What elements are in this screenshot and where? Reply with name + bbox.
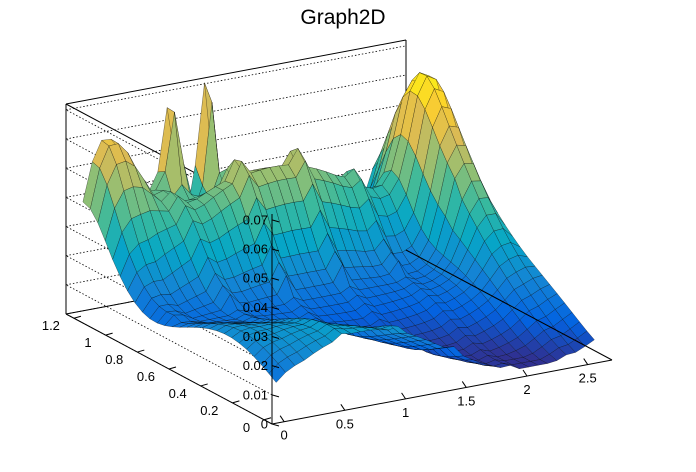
y-tick-label: 0 [243, 420, 250, 435]
z-tick-label: 0.02 [243, 358, 268, 373]
y-axis-tick [137, 349, 145, 353]
z-axis-tick [271, 248, 280, 252]
gridline-left-wall [65, 284, 273, 396]
y-tick-label: 0.4 [169, 386, 187, 401]
x-tick-label: 1 [402, 405, 409, 420]
surface-cell [577, 330, 595, 347]
x-tick-label: 2 [523, 382, 530, 397]
y-axis: 0 0.2 0.4 0.6 0.8 1 1.2 [42, 315, 272, 435]
z-tick-label: 0 [261, 417, 268, 432]
surface-mesh [82, 72, 595, 383]
back-edge [65, 39, 407, 105]
y-axis-tick [263, 417, 272, 421]
z-axis-tick [271, 394, 280, 398]
y-tick-label: 0.2 [200, 403, 218, 418]
y-axis-tick [73, 315, 82, 319]
z-tick-label: 0.05 [243, 271, 268, 286]
z-axis-tick [271, 277, 280, 281]
chart-title: Graph2D [300, 6, 385, 29]
z-axis-tick [271, 365, 280, 369]
x-tick-label: 0 [281, 428, 288, 443]
gridline-back-wall [65, 74, 407, 140]
x-axis-tick [401, 392, 406, 400]
y-tick-label: 0.8 [105, 352, 123, 367]
z-tick-label: 0.03 [243, 329, 268, 344]
x-axis-tick [522, 369, 528, 377]
x-axis-tick [340, 404, 346, 411]
z-axis: 0 0.01 0.02 0.03 0.04 0.05 0.06 0.07 [243, 212, 280, 432]
z-tick-label: 0.04 [243, 300, 268, 315]
x-tick-label: 2.5 [579, 371, 597, 386]
y-axis-tick [232, 400, 240, 404]
gridline-back-wall [65, 45, 407, 111]
y-tick-label: 1.2 [42, 318, 60, 333]
x-axis-tick [279, 415, 285, 422]
z-tick-label: 0.07 [243, 212, 268, 227]
x-axis-tick [583, 358, 589, 365]
y-axis-tick [105, 332, 113, 336]
z-axis-tick [271, 219, 280, 223]
floor-edge [405, 249, 613, 361]
z-tick-label: 0.01 [243, 387, 268, 402]
y-tick-label: 0.6 [137, 369, 155, 384]
y-axis-tick [168, 366, 177, 370]
x-axis-tick [461, 381, 467, 388]
y-axis-tick [200, 383, 208, 387]
z-tick-label: 0.06 [243, 242, 268, 257]
z-axis-tick [271, 306, 280, 310]
x-axis-line [271, 359, 613, 425]
z-axis-tick [271, 336, 280, 339]
z-axis-tick [271, 423, 280, 427]
x-axis: 0 0.5 1 1.5 2 2.5 [279, 358, 597, 443]
gridline-back-wall [65, 103, 407, 169]
y-tick-label: 1 [84, 335, 91, 350]
x-tick-label: 0.5 [336, 416, 354, 431]
x-tick-label: 1.5 [457, 393, 475, 408]
